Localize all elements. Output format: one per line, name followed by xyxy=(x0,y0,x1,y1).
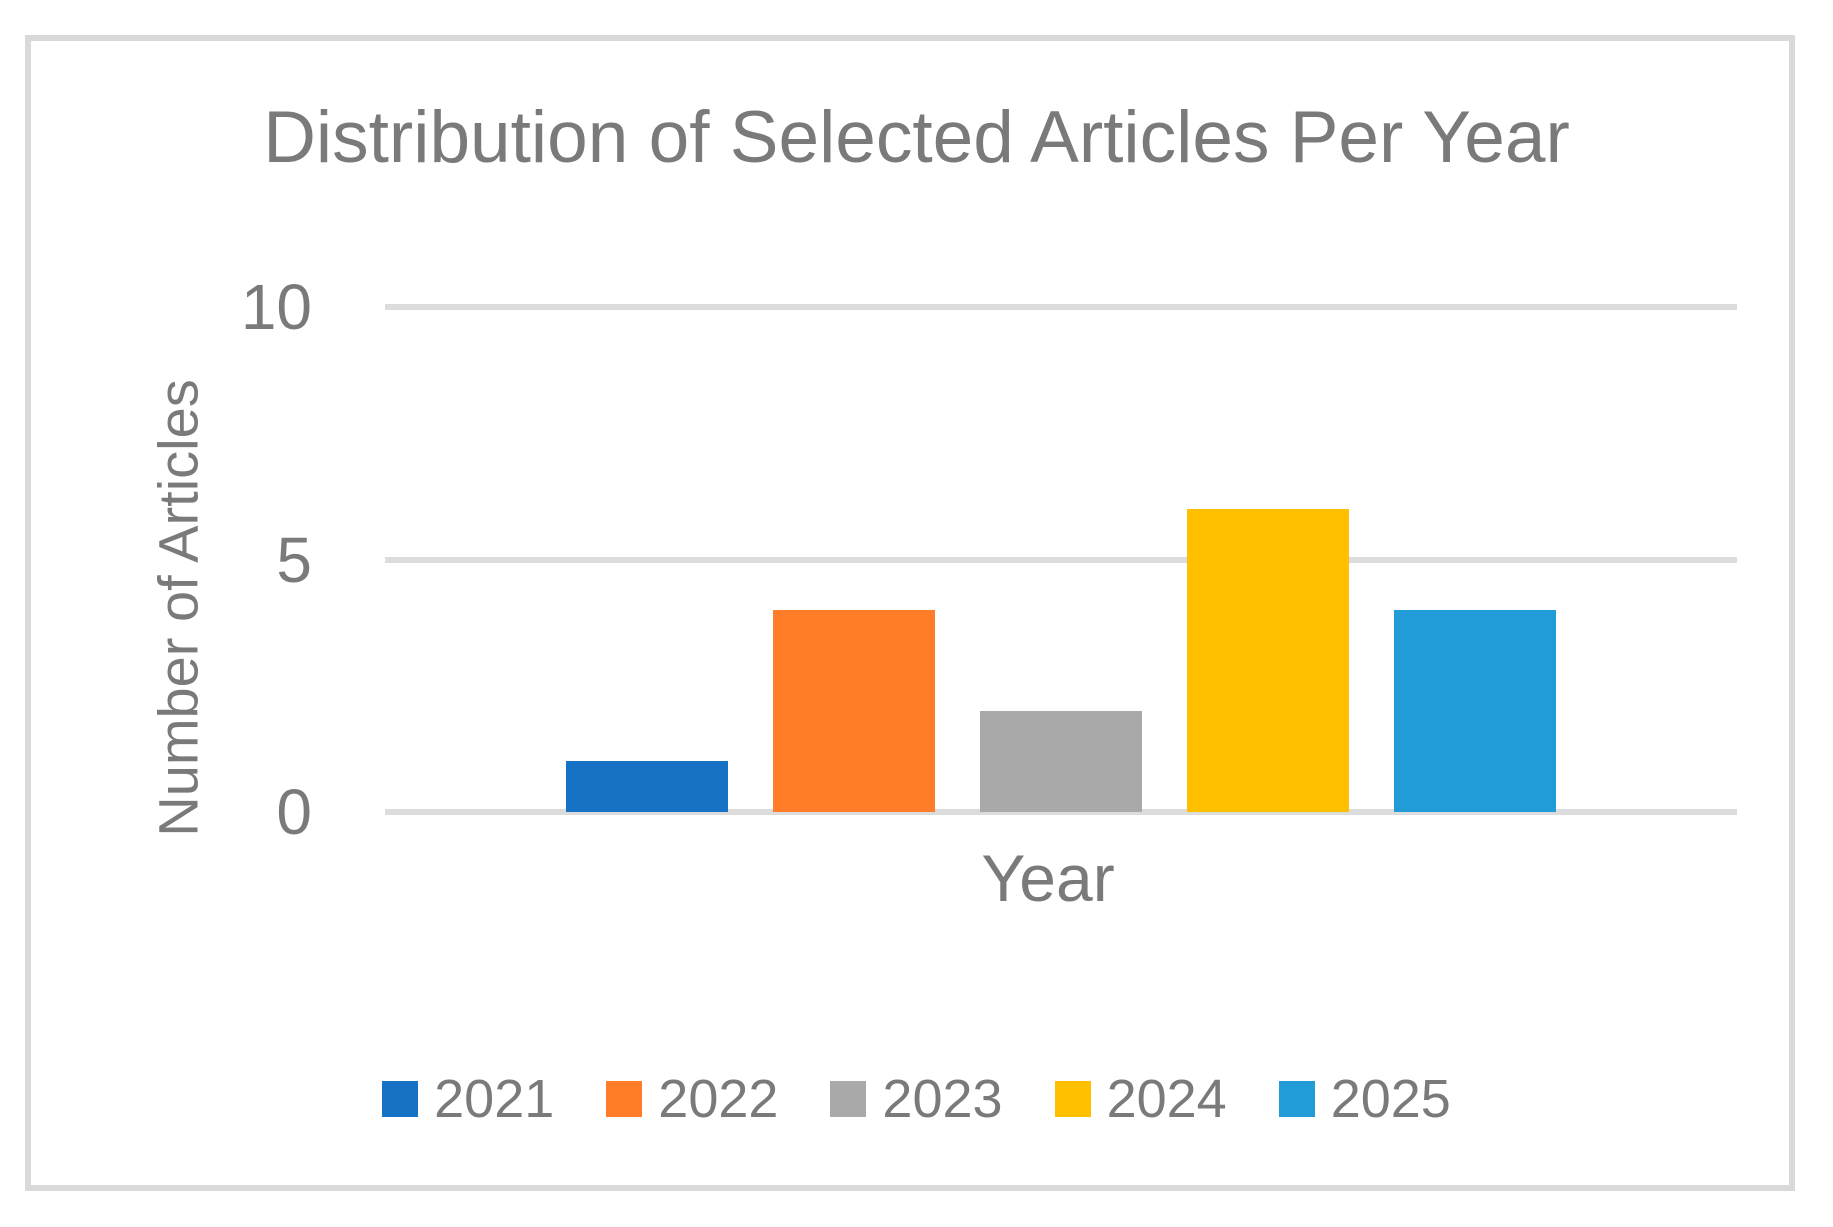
bars-layer xyxy=(385,307,1737,812)
y-tick-label-5: 5 xyxy=(276,523,312,596)
bar-2021 xyxy=(566,761,728,812)
gridline-5 xyxy=(385,556,1737,563)
plot-area xyxy=(385,304,1737,815)
gridline-0 xyxy=(385,809,1737,815)
legend-label-2025: 2025 xyxy=(1330,1069,1451,1129)
legend-swatch-2021 xyxy=(382,1081,419,1117)
y-tick-label-10: 10 xyxy=(240,271,312,343)
legend-label-2023: 2023 xyxy=(882,1069,1003,1129)
legend-swatch-2023 xyxy=(830,1081,867,1117)
legend-label-2022: 2022 xyxy=(658,1069,779,1129)
bar-2025 xyxy=(1394,610,1556,812)
legend-item-2022: 2022 xyxy=(606,1072,778,1126)
legend-swatch-2022 xyxy=(606,1081,643,1117)
bar-2023 xyxy=(980,711,1142,812)
chart-border xyxy=(25,35,1795,1191)
x-axis-title: Year xyxy=(981,841,1115,915)
legend-swatch-2025 xyxy=(1278,1081,1315,1117)
bar-2022 xyxy=(773,610,935,812)
legend: 2021 2022 2023 2024 2025 xyxy=(0,1072,1833,1126)
y-tick-label-0: 0 xyxy=(276,776,312,848)
legend-item-2023: 2023 xyxy=(830,1069,1003,1129)
legend-item-2024: 2024 xyxy=(1054,1069,1227,1129)
legend-swatch-2024 xyxy=(1054,1081,1091,1117)
legend-label-2021: 2021 xyxy=(434,1069,555,1129)
legend-label-2024: 2024 xyxy=(1106,1069,1227,1129)
chart-title: Distribution of Selected Articles Per Ye… xyxy=(263,97,1570,178)
gridline-10 xyxy=(385,304,1737,310)
y-axis-title: Number of Articles xyxy=(146,379,210,837)
legend-item-2025: 2025 xyxy=(1278,1069,1451,1129)
legend-item-2021: 2021 xyxy=(382,1072,554,1126)
bar-2024 xyxy=(1187,509,1349,812)
